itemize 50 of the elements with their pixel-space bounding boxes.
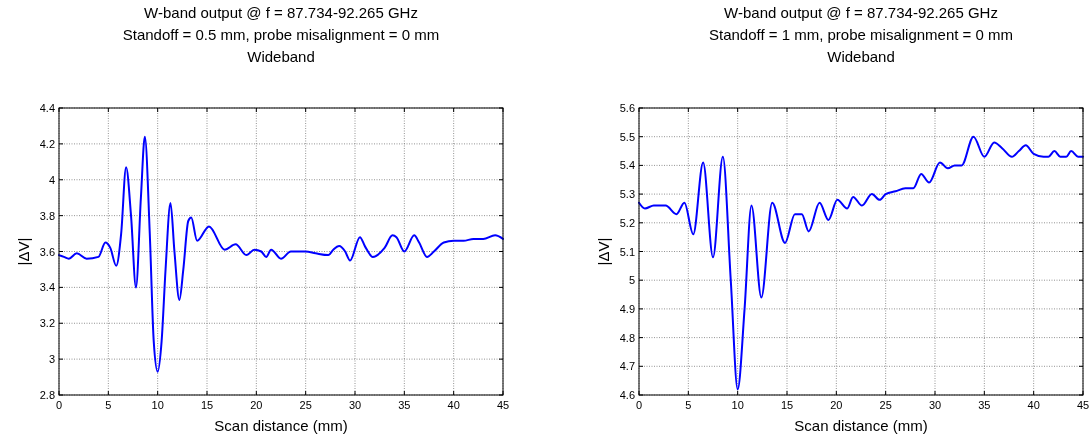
x-axis-title: Scan distance (mm) [214,417,348,434]
y-tick-label: 4.2 [39,137,55,150]
x-tick-label: 25 [879,399,892,411]
x-tick-label: 25 [299,399,312,411]
y-axis-title: |ΔV| [595,237,612,266]
x-tick-label: 40 [1027,399,1040,411]
y-tick-label: 5.1 [619,245,635,258]
y-tick-label: 5.2 [619,216,635,229]
y-tick-label: 2.8 [39,389,55,401]
y-tick-label: 3.6 [39,245,55,258]
chart-subtitle: Standoff = 1 mm, probe misalignment = 0 mm Wideband [708,26,1014,65]
x-tick-label: 15 [200,399,214,411]
y-tick-label: 4.8 [619,331,635,344]
y-tick-label: 4 [48,173,55,186]
x-tick-label: 40 [447,399,460,411]
y-tick-label: 5.6 [619,102,635,114]
x-tick-label: 20 [830,399,843,411]
x-tick-label: 10 [731,399,744,411]
x-tick-label: 30 [348,399,362,411]
y-tick-label: 5 [628,274,635,287]
y-tick-label: 4.4 [39,102,55,114]
chart-title: W-band output @ f = 87.734-92.265 GHz [724,4,998,21]
y-tick-label: 5.3 [619,188,635,201]
x-axis-title: Scan distance (mm) [794,417,928,434]
x-tick-label: 15 [780,399,794,411]
x-tick-label: 5 [685,399,692,411]
x-tick-label: 35 [398,399,411,411]
x-tick-label: 0 [635,399,643,411]
line-series [58,135,504,373]
y-tick-label: 3 [48,353,55,366]
y-tick-label: 5.4 [619,159,635,172]
x-tick-label: 45 [496,399,510,411]
y-tick-label: 5.5 [619,130,635,143]
x-tick-label: 0 [55,399,63,411]
x-tick-label: 30 [928,399,942,411]
y-tick-label: 3.8 [39,209,55,222]
y-tick-label: 3.4 [39,281,55,294]
y-axis-title: |ΔV| [15,237,32,266]
x-tick-label: 10 [151,399,164,411]
chart-subtitle: Standoff = 0.5 mm, probe misalignment = 0 mm Wideband [122,26,440,65]
x-tick-label: 45 [1076,399,1089,411]
line-series [638,135,1084,391]
y-tick-label: 4.9 [619,302,635,315]
x-tick-label: 35 [978,399,991,411]
y-tick-label: 3.2 [39,317,55,330]
chart-title: W-band output @ f = 87.734-92.265 GHz [144,4,418,21]
y-tick-label: 4.6 [619,389,635,401]
x-tick-label: 20 [250,399,263,411]
y-tick-label: 4.7 [619,360,635,373]
x-tick-label: 5 [105,399,112,411]
